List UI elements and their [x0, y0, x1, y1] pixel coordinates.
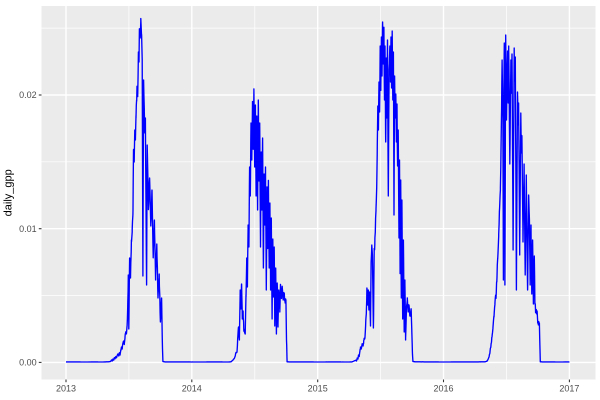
svg-text:0.00: 0.00: [19, 358, 37, 368]
svg-text:2015: 2015: [308, 384, 328, 394]
svg-text:0.02: 0.02: [19, 90, 37, 100]
svg-text:daily_gpp: daily_gpp: [2, 169, 14, 216]
svg-text:2016: 2016: [433, 384, 453, 394]
svg-text:2017: 2017: [559, 384, 579, 394]
svg-text:2013: 2013: [56, 384, 76, 394]
svg-text:0.01: 0.01: [19, 224, 37, 234]
svg-text:2014: 2014: [182, 384, 202, 394]
